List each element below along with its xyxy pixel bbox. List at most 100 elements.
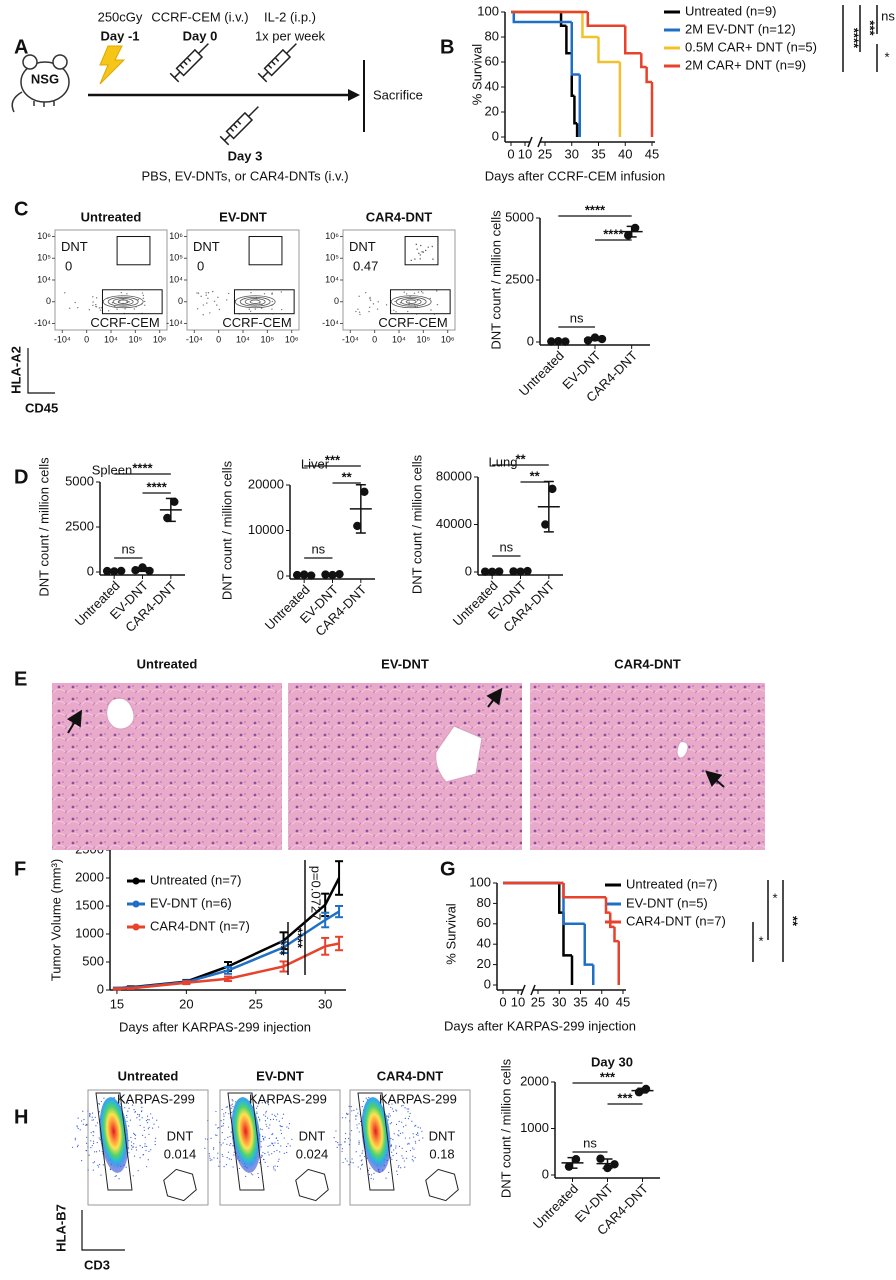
data-point bbox=[292, 570, 302, 580]
event-dot bbox=[350, 1161, 352, 1163]
event-dot bbox=[209, 312, 211, 314]
event-dot bbox=[276, 1113, 279, 1115]
x-tick-label: 10 bbox=[511, 994, 525, 1009]
event-dot bbox=[93, 1142, 95, 1145]
survival-step bbox=[512, 12, 572, 24]
event-dot bbox=[368, 306, 371, 309]
event-dot bbox=[93, 1151, 96, 1153]
event-dot bbox=[95, 1125, 97, 1127]
y-tick-label: 0 bbox=[334, 296, 339, 306]
significance: **** bbox=[291, 928, 306, 949]
event-dot bbox=[145, 1120, 148, 1122]
y-tick-label: 2500 bbox=[65, 518, 94, 533]
event-dot bbox=[230, 1131, 232, 1133]
event-dot bbox=[286, 1145, 288, 1148]
event-dot bbox=[207, 297, 209, 300]
event-dot bbox=[135, 1149, 138, 1151]
event-dot bbox=[370, 1177, 372, 1180]
event-dot bbox=[275, 1119, 278, 1121]
event-dot bbox=[233, 1154, 235, 1156]
population-label: KARPAS-299 bbox=[249, 1091, 327, 1106]
event-dot bbox=[228, 1113, 230, 1115]
density-contour bbox=[112, 298, 134, 306]
event-dot bbox=[81, 1120, 83, 1122]
event-dot bbox=[148, 1133, 150, 1135]
event-dot bbox=[392, 1154, 394, 1157]
event-dot bbox=[91, 1116, 93, 1118]
event-dot bbox=[95, 305, 97, 308]
event-dot bbox=[398, 1120, 400, 1123]
plot-title: CAR4-DNT bbox=[377, 1068, 444, 1083]
event-dot bbox=[264, 1136, 266, 1138]
event-day: Day 3 bbox=[228, 148, 263, 163]
event-dot bbox=[260, 1156, 262, 1158]
event-dot bbox=[345, 1117, 347, 1119]
y-tick-label: -10⁴ bbox=[166, 318, 183, 328]
event-dot bbox=[226, 1143, 228, 1145]
event-dot bbox=[390, 1122, 393, 1124]
event-dot bbox=[358, 1140, 360, 1142]
event-dot bbox=[275, 1137, 278, 1139]
y-axis-label: DNT count / million cells bbox=[219, 460, 234, 600]
event-dot bbox=[279, 1151, 281, 1153]
x-axis-label: Days after KARPAS-299 injection bbox=[119, 1019, 311, 1034]
data-point bbox=[353, 521, 362, 531]
event-dot bbox=[390, 1145, 393, 1147]
event-dot bbox=[144, 304, 146, 306]
event-dot bbox=[395, 1152, 398, 1154]
data-point bbox=[170, 497, 179, 506]
axis-arrows bbox=[27, 348, 55, 394]
event-dot bbox=[129, 1119, 132, 1121]
event-dot bbox=[221, 1108, 223, 1111]
gate bbox=[425, 1168, 459, 1202]
y-tick-label: 1000 bbox=[75, 925, 104, 940]
event-dot bbox=[286, 1151, 288, 1154]
event-dot bbox=[359, 1155, 361, 1157]
event-dot bbox=[142, 1153, 145, 1156]
event-dot bbox=[358, 311, 361, 313]
event-dot bbox=[405, 1124, 407, 1126]
event-dot bbox=[218, 1165, 220, 1167]
event-dot bbox=[231, 1107, 233, 1109]
legend-marker bbox=[132, 900, 140, 908]
y-tick-label: 1500 bbox=[75, 897, 104, 912]
event-dot bbox=[92, 1169, 94, 1171]
event-dot bbox=[388, 1113, 390, 1115]
event-dot bbox=[222, 1122, 225, 1124]
x-tick-label: 0 bbox=[372, 334, 377, 344]
data-line bbox=[116, 942, 340, 991]
x-tick-label: 10⁶ bbox=[441, 334, 455, 344]
event-dot bbox=[393, 1133, 395, 1135]
event-dot bbox=[422, 292, 424, 294]
event-dot bbox=[82, 1123, 84, 1125]
y-axis-label: DNT count / million cells bbox=[409, 454, 424, 594]
event-dot bbox=[229, 1135, 231, 1138]
event-dot bbox=[97, 1164, 99, 1166]
event-dot bbox=[413, 292, 416, 295]
image-title: EV-DNT bbox=[381, 656, 429, 671]
event-dot bbox=[151, 1117, 154, 1119]
event-dot bbox=[402, 1157, 404, 1159]
chart-title: Day 30 bbox=[591, 1054, 633, 1069]
axis-label: CD45 bbox=[25, 400, 58, 415]
significance: ns bbox=[583, 1135, 597, 1150]
event-dot bbox=[252, 1174, 254, 1176]
event-dot bbox=[126, 1102, 128, 1104]
event-dot bbox=[267, 1104, 270, 1106]
density-contour bbox=[244, 298, 266, 306]
event-dot bbox=[414, 1140, 416, 1142]
significance: ** bbox=[515, 451, 526, 466]
event-dot bbox=[137, 1113, 139, 1115]
gate-label: DNT bbox=[429, 1128, 456, 1143]
event-dot bbox=[154, 1143, 156, 1146]
event-dot bbox=[86, 1149, 88, 1152]
event-dot bbox=[356, 1127, 358, 1129]
event-dot bbox=[358, 295, 360, 298]
syringe bbox=[169, 43, 209, 83]
event-dot bbox=[92, 296, 94, 298]
legend-label: EV-DNT (n=5) bbox=[626, 895, 708, 910]
event-dot bbox=[128, 301, 130, 303]
event-dot bbox=[205, 294, 207, 296]
y-tick-label: 5000 bbox=[65, 473, 94, 488]
event-dot bbox=[417, 1132, 419, 1134]
